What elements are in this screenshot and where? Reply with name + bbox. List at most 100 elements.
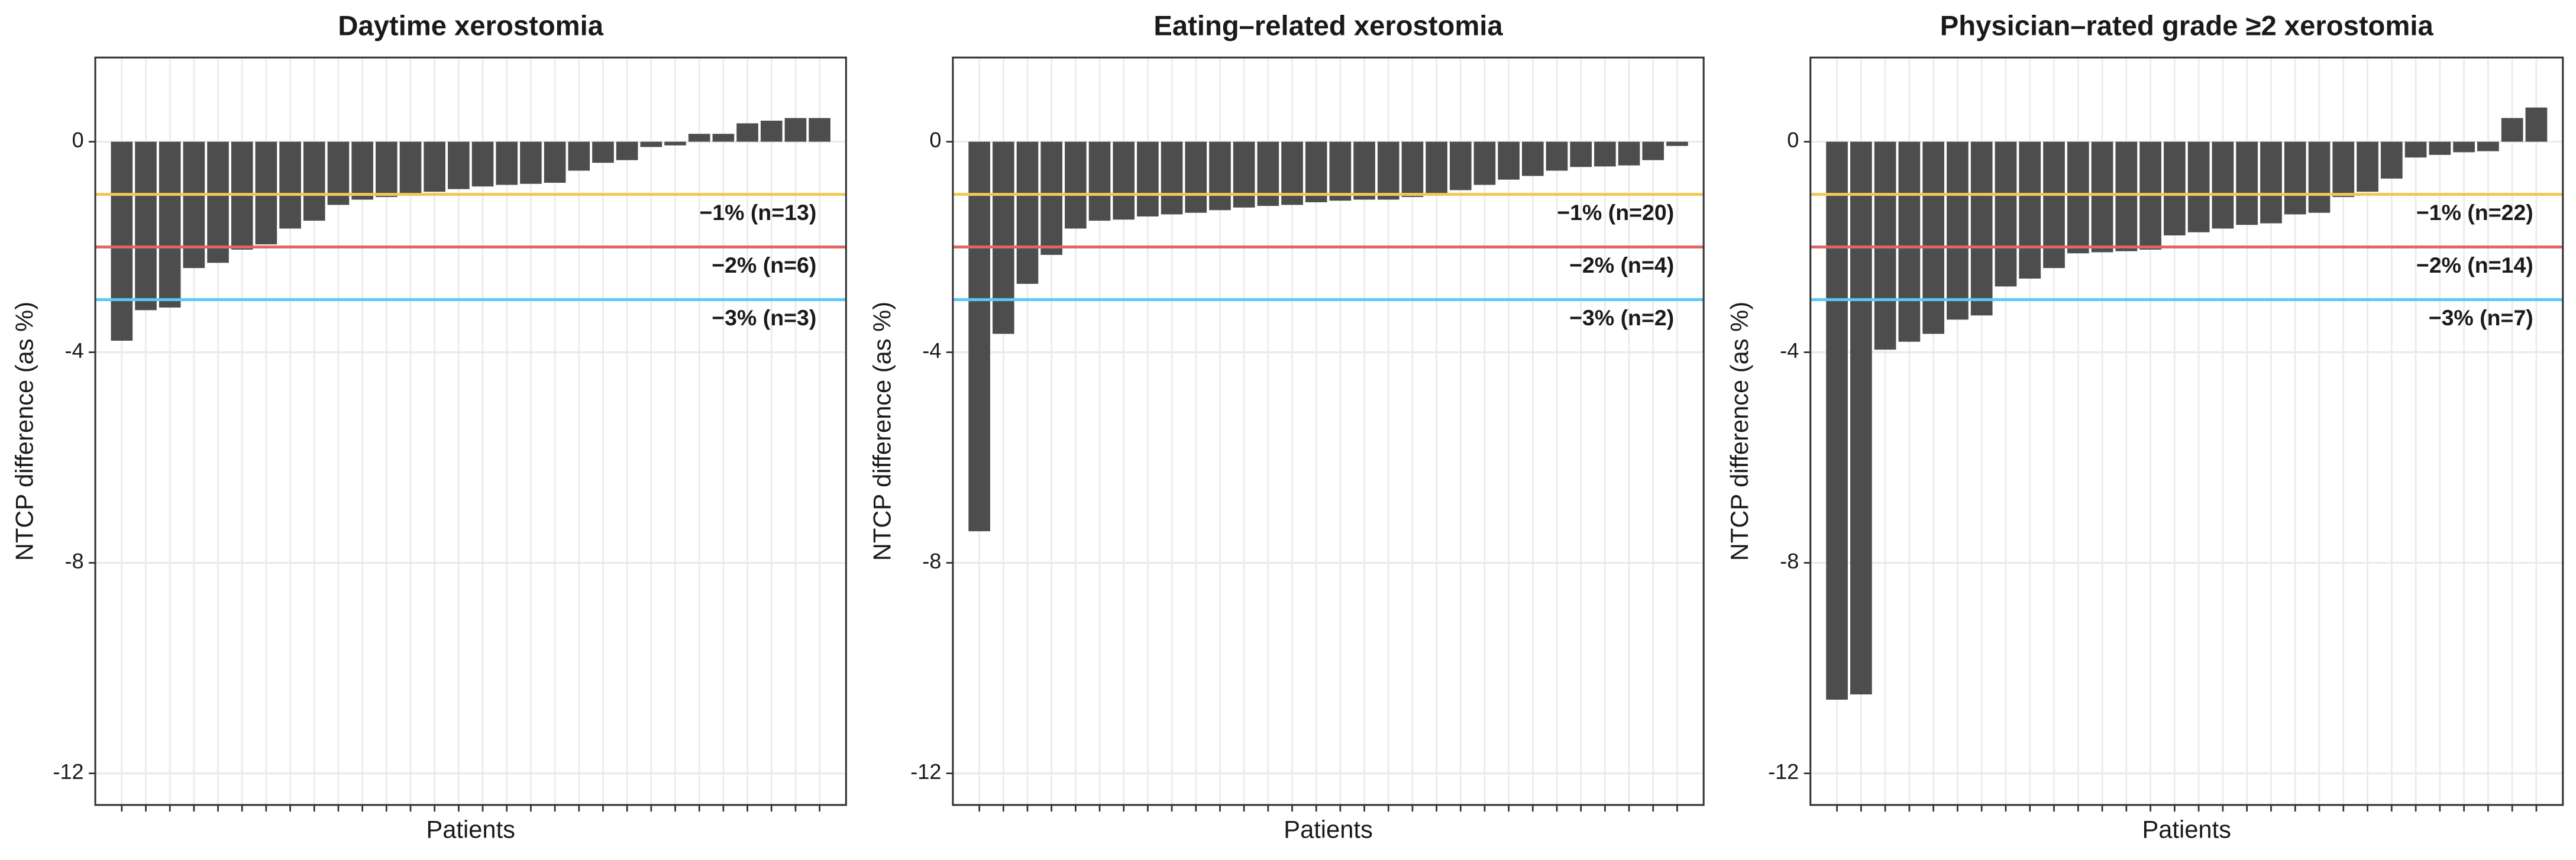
bar [2453, 141, 2475, 153]
bar [2284, 141, 2306, 215]
y-tick-label: -12 [1768, 759, 1799, 784]
y-tick-label: -8 [922, 549, 941, 573]
bar [1666, 141, 1688, 146]
bar [1922, 141, 1945, 334]
bar [351, 141, 373, 200]
bar [1570, 141, 1592, 167]
bar [2019, 141, 2041, 279]
bar [1449, 141, 1472, 190]
bar [784, 118, 807, 142]
bar [2501, 118, 2523, 142]
bar [471, 141, 494, 187]
bar [448, 141, 470, 189]
bar [688, 134, 710, 142]
threshold-label: −1% (n=22) [2416, 200, 2533, 225]
bar [2236, 141, 2258, 225]
bar [520, 141, 542, 184]
bar [2187, 141, 2210, 232]
bar [544, 141, 566, 183]
y-tick-label: -4 [65, 338, 84, 363]
y-tick-label: -4 [1780, 338, 1799, 363]
y-tick-label: -8 [1780, 549, 1799, 573]
bar [1353, 141, 1375, 200]
bar [2404, 141, 2427, 158]
bar [2477, 141, 2499, 151]
bar [568, 141, 590, 171]
panel: -12 -8 -4 0 −1% (n=13) −2% (n=6) −3% (n=3) Dayt… [10, 11, 847, 843]
x-axis-label: Patients [2142, 815, 2231, 843]
threshold-label: −2% (n=4) [1569, 253, 1674, 277]
bar [1401, 141, 1424, 198]
bar [1161, 141, 1183, 215]
bar [1065, 141, 1087, 229]
bar [1898, 141, 1921, 342]
bar [2332, 141, 2355, 198]
chart-title: Eating–related xerostomia [1153, 11, 1503, 42]
bar [968, 141, 990, 532]
bar [399, 141, 422, 196]
y-tick-label: 0 [1787, 128, 1799, 152]
bar [616, 141, 638, 160]
y-axis-label: NTCP difference (as %) [1725, 302, 1753, 561]
panel: -12 -8 -4 0 −1% (n=20) −2% (n=4) −3% (n=2) Eati… [868, 11, 1705, 843]
bar [2380, 141, 2403, 179]
bar [303, 141, 325, 221]
bar [736, 123, 758, 142]
threshold-label: −2% (n=6) [712, 253, 816, 277]
bar [2308, 141, 2331, 213]
bar [1522, 141, 1544, 176]
bar [207, 141, 229, 263]
bar [111, 141, 133, 341]
threshold-label: −3% (n=3) [712, 305, 816, 330]
bar [279, 141, 301, 229]
bar [809, 118, 830, 142]
bar [1257, 141, 1279, 206]
y-axis-label: NTCP difference (as %) [10, 302, 38, 561]
bar [1305, 141, 1327, 202]
bar [2260, 141, 2282, 224]
y-tick-label: -12 [53, 759, 83, 784]
bar [1947, 141, 1969, 320]
bar [1137, 141, 1159, 216]
bar [1850, 141, 1872, 695]
bar [1233, 141, 1255, 208]
chart-title: Physician–rated grade ≥2 xerostomia [1940, 11, 2434, 42]
plot-border [952, 56, 1705, 806]
x-axis-label: Patients [426, 815, 515, 843]
bar [1498, 141, 1520, 180]
bar [2115, 141, 2138, 251]
plot-border [94, 56, 847, 806]
bar [1329, 141, 1352, 201]
bar [2091, 141, 2113, 253]
threshold-label: −3% (n=2) [1569, 305, 1674, 330]
bar [496, 141, 518, 185]
bar [592, 141, 614, 163]
bar [2429, 141, 2451, 155]
bar [1040, 141, 1063, 255]
bar [1426, 141, 1447, 196]
bar [159, 141, 181, 308]
bar [1209, 141, 1231, 211]
bar [712, 134, 735, 142]
bar [135, 141, 157, 311]
bar [2043, 141, 2065, 269]
y-axis-label: NTCP difference (as %) [868, 302, 896, 561]
panel: -12 -8 -4 0 −1% (n=22) −2% (n=14) −3% (n=7) Phy… [1725, 11, 2564, 843]
bar [1473, 141, 1496, 185]
bar [993, 141, 1014, 334]
bar [1113, 141, 1135, 220]
x-axis-label: Patients [1284, 815, 1373, 843]
bar [1185, 141, 1207, 213]
bar [1826, 141, 1848, 700]
bar [2357, 141, 2378, 192]
bar [1594, 141, 1616, 167]
chart-title: Daytime xerostomia [338, 11, 603, 42]
bar [1642, 141, 1664, 160]
bar [640, 141, 662, 147]
threshold-label: −1% (n=13) [699, 200, 816, 225]
bar [2164, 141, 2186, 236]
bar [664, 141, 686, 146]
bar [1088, 141, 1111, 221]
y-tick-label: -4 [922, 338, 941, 363]
